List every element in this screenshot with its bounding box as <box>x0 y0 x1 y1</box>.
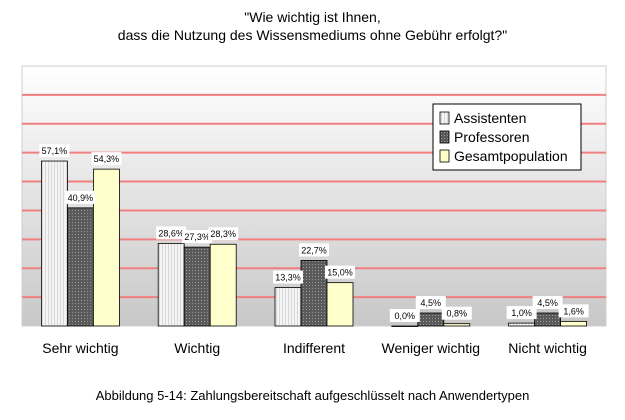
data-label: 27,3% <box>182 230 213 244</box>
bar-assistenten <box>508 322 536 327</box>
bar-gesamtpopulation <box>209 243 237 327</box>
chart-title-line-1: "Wie wichtig ist Ihnen, <box>244 9 381 25</box>
data-label: 4,5% <box>532 296 563 309</box>
data-label: 22,7% <box>299 243 329 257</box>
data-label: 0,8% <box>441 306 472 320</box>
bar-gesamtpopulation <box>93 168 120 327</box>
svg-text:0,8%: 0,8% <box>447 309 468 319</box>
legend-swatch <box>439 111 450 125</box>
legend-swatch <box>439 130 450 144</box>
bar-assistenten <box>391 325 419 327</box>
bar-gesamtpopulation <box>560 320 587 327</box>
bar-professoren <box>183 246 211 327</box>
svg-text:28,6%: 28,6% <box>158 228 184 238</box>
data-label: 4,5% <box>415 296 446 309</box>
data-label: 28,3% <box>208 227 239 241</box>
x-tick-label: Weniger wichtig <box>382 340 481 356</box>
svg-text:4,5%: 4,5% <box>537 298 558 308</box>
bar-assistenten <box>274 287 302 327</box>
data-label: 1,6% <box>558 304 589 318</box>
x-tick-label: Wichtig <box>174 340 220 356</box>
chart-title-line-2: dass die Nutzung des Wissensmediums ohne… <box>117 27 508 43</box>
bar-assistenten <box>41 160 68 327</box>
svg-text:27,3%: 27,3% <box>184 232 210 242</box>
data-label: 15,0% <box>325 265 355 279</box>
svg-text:28,3%: 28,3% <box>210 229 236 239</box>
svg-text:40,9%: 40,9% <box>68 193 94 203</box>
svg-text:4,5%: 4,5% <box>421 298 442 308</box>
legend-label: Assistenten <box>454 110 526 126</box>
chart-title: "Wie wichtig ist Ihnen, dass die Nutzung… <box>0 8 625 44</box>
bar-professoren <box>300 260 328 327</box>
bar-professoren <box>534 312 561 327</box>
data-label: 0,0% <box>389 309 420 322</box>
legend-box <box>432 103 582 171</box>
legend-swatch <box>439 149 450 163</box>
bar-gesamtpopulation <box>326 282 354 327</box>
data-label: 13,3% <box>273 270 303 284</box>
svg-text:22,7%: 22,7% <box>301 245 327 255</box>
x-tick-label: Nicht wichtig <box>508 340 587 356</box>
x-tick-label: Indifferent <box>283 340 345 356</box>
bar-professoren <box>417 312 445 327</box>
bar-gesamtpopulation <box>443 323 471 327</box>
svg-text:1,6%: 1,6% <box>563 306 584 316</box>
svg-text:1,0%: 1,0% <box>511 308 532 318</box>
bar-assistenten <box>157 242 185 327</box>
svg-text:57,1%: 57,1% <box>42 146 68 156</box>
legend-label: Professoren <box>454 129 529 145</box>
svg-text:13,3%: 13,3% <box>275 273 301 283</box>
bar-professoren <box>67 207 94 327</box>
svg-text:15,0%: 15,0% <box>327 268 353 278</box>
data-label: 28,6% <box>156 226 187 240</box>
x-tick-label: Sehr wichtig <box>42 340 118 356</box>
data-label: 57,1% <box>39 144 70 158</box>
data-label: 54,3% <box>91 152 122 166</box>
legend-label: Gesamtpopulation <box>454 148 568 164</box>
data-label: 40,9% <box>65 190 96 204</box>
legend: Assistenten Professoren Gesamtpopulation <box>432 103 582 171</box>
svg-text:0,0%: 0,0% <box>395 311 416 321</box>
figure-caption: Abbildung 5-14: Zahlungsbereitschaft auf… <box>95 388 530 403</box>
data-label: 1,0% <box>506 306 537 320</box>
svg-text:54,3%: 54,3% <box>94 154 120 164</box>
